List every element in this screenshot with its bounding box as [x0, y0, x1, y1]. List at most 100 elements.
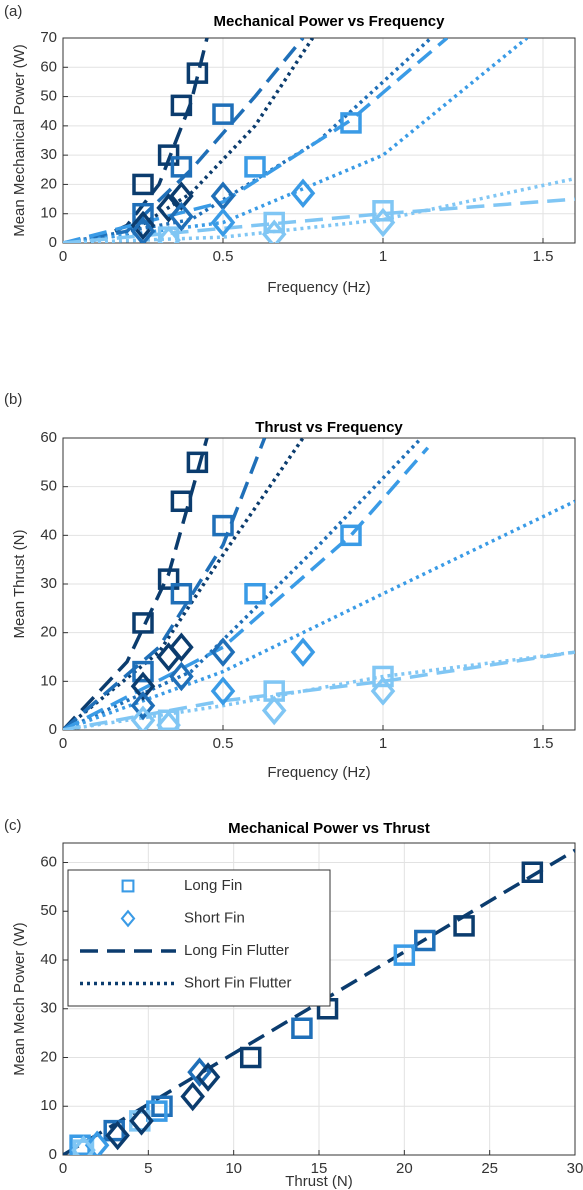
diamond-marker — [195, 1062, 221, 1092]
plot-frame — [62, 437, 576, 731]
diamond-marker — [130, 690, 156, 721]
x-tick-label: 1.5 — [533, 248, 554, 265]
y-tick-label: 20 — [40, 624, 57, 641]
diamond-marker — [180, 1081, 205, 1112]
diamond-marker — [169, 201, 194, 232]
plot-frame — [62, 37, 576, 244]
square-marker — [186, 62, 209, 84]
diamond-marker — [210, 207, 236, 238]
y-tick-label: 40 — [40, 526, 57, 543]
x-tick-label: 15 — [311, 1160, 328, 1177]
diamond-marker — [169, 661, 194, 692]
diamond-marker — [105, 1120, 130, 1151]
y-tick-label: 10 — [40, 205, 57, 222]
square-marker — [291, 1017, 313, 1039]
square-marker — [453, 915, 475, 937]
square-marker — [170, 490, 193, 513]
y-tick-label: 50 — [40, 478, 57, 495]
chart: (b) Thrust vs Frequency Frequency (Hz) Mean… — [4, 391, 576, 781]
diamond-marker — [261, 695, 287, 726]
x-tick-label: 0 — [59, 735, 67, 752]
chart-title: Mechanical Power vs Thrust — [228, 820, 430, 837]
square-marker — [212, 103, 234, 125]
y-axis-label: Mean Thrust (N) — [11, 530, 28, 639]
square-marker — [372, 665, 394, 688]
y-tick-label: 40 — [40, 117, 57, 134]
square-marker — [132, 173, 154, 196]
y-axis-label: Mean Mech Power (W) — [11, 922, 28, 1075]
square-marker — [212, 514, 234, 537]
square-marker — [170, 94, 193, 117]
y-tick-label: 30 — [40, 1000, 57, 1017]
diamond-marker — [130, 210, 156, 241]
curve — [63, 438, 305, 730]
diamond-marker — [290, 637, 316, 667]
diamond-marker — [130, 705, 156, 730]
square-marker — [263, 211, 285, 234]
curve — [63, 438, 267, 730]
y-tick-label: 30 — [40, 146, 57, 163]
square-marker — [157, 144, 180, 166]
y-tick-label: 30 — [40, 575, 57, 592]
square-marker — [393, 944, 416, 966]
square-marker — [340, 524, 362, 547]
y-tick-label: 60 — [40, 58, 57, 75]
x-axis-label: Thrust (N) — [285, 1173, 353, 1190]
curve — [63, 438, 209, 730]
square-marker — [170, 156, 193, 178]
legend-label: Long Fin — [184, 877, 242, 894]
x-tick-label: 0 — [59, 248, 67, 265]
y-tick-label: 0 — [49, 721, 57, 738]
diamond-marker — [290, 178, 316, 208]
diamond-marker — [210, 637, 236, 667]
y-tick-label: 20 — [40, 1048, 57, 1065]
x-axis-label: Frequency (Hz) — [267, 764, 370, 781]
chart: (a) Mechanical Power vs Frequency Frequenc… — [4, 3, 576, 296]
curve — [63, 176, 575, 243]
square-marker — [244, 156, 266, 178]
x-tick-label: 25 — [481, 1160, 498, 1177]
y-tick-label: 20 — [40, 175, 57, 192]
square-marker — [132, 612, 154, 634]
square-marker — [151, 1095, 173, 1117]
legend-label: Long Fin Flutter — [184, 942, 289, 959]
panel-label: (c) — [4, 817, 22, 834]
diamond-marker — [261, 219, 287, 243]
chart: (c) Mechanical Power vs Thrust Thrust (N) M… — [4, 817, 583, 1190]
plot-area — [63, 38, 575, 243]
y-tick-label: 50 — [40, 902, 57, 919]
diamond-marker — [370, 207, 396, 238]
square-marker — [414, 929, 436, 952]
x-tick-label: 0 — [59, 1160, 67, 1177]
y-tick-label: 70 — [40, 29, 57, 46]
diamond-marker — [129, 1106, 154, 1136]
diamond-marker — [71, 1135, 96, 1155]
x-tick-label: 20 — [396, 1160, 413, 1177]
diamond-marker — [210, 676, 236, 706]
square-marker — [132, 660, 154, 683]
square-marker — [521, 861, 544, 883]
curve — [63, 38, 529, 243]
curve — [63, 650, 575, 730]
curve — [63, 438, 423, 730]
diamond-marker — [169, 181, 194, 211]
x-tick-label: 5 — [144, 1160, 152, 1177]
chart-title: Mechanical Power vs Frequency — [214, 13, 446, 30]
x-tick-label: 1 — [379, 248, 387, 265]
y-tick-label: 0 — [49, 1146, 57, 1163]
y-tick-label: 10 — [40, 1097, 57, 1114]
square-marker — [170, 582, 193, 605]
diamond-marker — [84, 1130, 110, 1155]
y-tick-label: 10 — [40, 672, 57, 689]
y-tick-label: 40 — [40, 951, 57, 968]
legend-label: Short Fin Flutter — [184, 974, 292, 991]
plot-area — [63, 848, 575, 1155]
square-marker — [121, 879, 135, 893]
x-tick-label: 0.5 — [213, 735, 234, 752]
square-marker — [157, 568, 180, 590]
square-marker — [239, 1046, 262, 1069]
panel-label: (b) — [4, 391, 22, 408]
x-tick-label: 1.5 — [533, 735, 554, 752]
y-axis-label: Mean Mechanical Power (W) — [11, 44, 28, 237]
diamond-marker — [130, 216, 156, 243]
